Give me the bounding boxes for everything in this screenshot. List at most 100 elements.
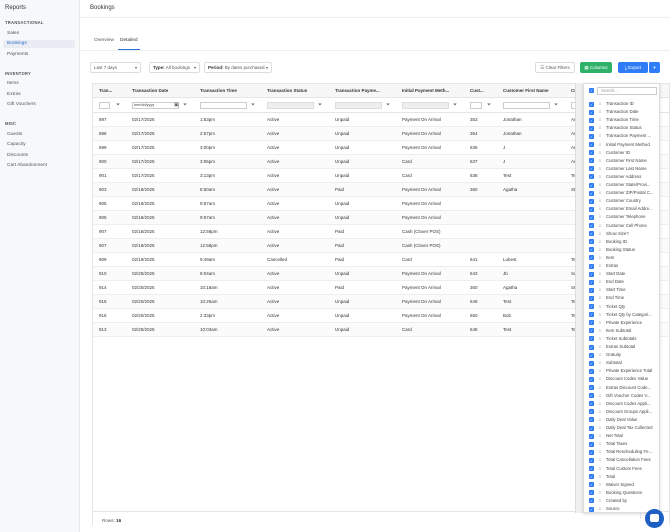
column-checkbox[interactable]: ✓ [589,231,594,237]
drag-handle-icon[interactable]: ≡ [598,376,602,382]
column-checkbox[interactable]: ✓ [589,255,594,261]
column-toggle-item[interactable]: ✓ ≡ Daily Deal Value [584,416,661,424]
filter-icon[interactable]: ⏷ [318,102,323,108]
drag-handle-icon[interactable]: ≡ [598,279,602,285]
column-checkbox[interactable]: ✓ [589,457,594,463]
column-toggle-item[interactable]: ✓ ≡ Net Total [584,432,661,440]
filter-input-customer-id[interactable] [470,102,482,109]
filter-icon[interactable]: ⏷ [183,102,188,108]
drag-handle-icon[interactable]: ≡ [598,497,602,503]
column-checkbox[interactable]: ✓ [589,133,594,139]
drag-handle-icon[interactable]: ≡ [598,408,602,414]
column-checkbox[interactable]: ✓ [589,482,594,488]
column-checkbox[interactable]: ✓ [589,417,594,423]
table-row[interactable]: 90002/17/20253:06pmActiveUnpaidCard637JA… [93,155,669,169]
drag-handle-icon[interactable]: ≡ [598,368,602,374]
column-checkbox[interactable]: ✓ [589,174,594,180]
drag-handle-icon[interactable]: ≡ [598,198,602,204]
filter-icon[interactable]: ⏷ [487,102,492,108]
drag-handle-icon[interactable]: ≡ [598,384,602,390]
column-toggle-item[interactable]: ✓ ≡ End Time [584,294,661,302]
column-checkbox[interactable]: ✓ [589,474,594,480]
column-checkbox[interactable]: ✓ [589,117,594,123]
column-toggle-item[interactable]: ✓ ≡ Item [584,254,661,262]
column-toggle-item[interactable]: ✓ ≡ Booking Status [584,246,661,254]
drag-handle-icon[interactable]: ≡ [598,392,602,398]
column-checkbox[interactable]: ✓ [589,166,594,172]
column-toggle-item[interactable]: ✓ ≡ Transaction Date [584,108,661,116]
drag-handle-icon[interactable]: ≡ [598,473,602,479]
column-toggle-item[interactable]: ✓ ≡ Transaction Status [584,124,661,132]
column-checkbox[interactable]: ✓ [589,336,594,342]
column-toggle-item[interactable]: ✓ ≡ Extras Discount Code... [584,384,661,392]
column-checkbox[interactable]: ✓ [589,409,594,415]
column-checkbox[interactable]: ✓ [589,263,594,269]
column-toggle-item[interactable]: ✓ ≡ Subtotal [584,359,661,367]
drag-handle-icon[interactable]: ≡ [598,489,602,495]
sidebar-item-gift-vouchers[interactable]: Gift Vouchers [7,102,36,107]
drag-handle-icon[interactable]: ≡ [598,125,602,131]
table-row[interactable]: 915 02/20/2025 10:25am Active Unpaid Payment … [93,295,669,309]
column-checkbox[interactable]: ✓ [589,295,594,301]
column-toggle-item[interactable]: ✓ ≡ End Date [584,278,661,286]
column-toggle-item[interactable]: ✓ ≡ Item Subtotal [584,327,661,335]
sidebar-item-capacity[interactable]: Capacity [7,142,26,147]
column-checkbox[interactable]: ✓ [589,320,594,326]
drag-handle-icon[interactable]: ≡ [598,416,602,422]
column-header-transaction-date[interactable]: Transaction Date [132,88,169,93]
sidebar-item-sales[interactable]: Sales [7,31,19,36]
column-toggle-item[interactable]: ✓ ≡ Customer Email Addre... [584,205,661,213]
drag-handle-icon[interactable]: ≡ [598,254,602,260]
column-toggle-item[interactable]: ✓ ≡ Discount Groups Appli... [584,408,661,416]
column-checkbox[interactable]: ✓ [589,441,594,447]
column-toggle-item[interactable]: ✓ ≡ Private Experience [584,319,661,327]
column-toggle-item[interactable]: ✓ ≡ Customer State/Provi... [584,181,661,189]
column-checkbox[interactable]: ✓ [589,449,594,455]
tab-detailed[interactable]: Detailed [120,38,138,43]
column-checkbox[interactable]: ✓ [589,328,594,334]
filter-input-customer-first-name[interactable] [503,102,550,109]
column-checkbox[interactable]: ✓ [589,490,594,496]
drag-handle-icon[interactable]: ≡ [598,506,602,511]
drag-handle-icon[interactable]: ≡ [598,149,602,155]
column-checkbox[interactable]: ✓ [589,158,594,164]
column-toggle-item[interactable]: ✓ ≡ Customer Cell Phone [584,222,661,230]
column-toggle-item[interactable]: ✓ ≡ Daily Deal Tax Collected [584,424,661,432]
column-toggle-item[interactable]: ✓ ≡ Customer Telephone [584,213,661,221]
column-header-transaction-payment[interactable]: Transaction Payme... [335,88,380,93]
drag-handle-icon[interactable]: ≡ [598,190,602,196]
drag-handle-icon[interactable]: ≡ [598,319,602,325]
column-checkbox[interactable]: ✓ [589,109,594,115]
column-checkbox[interactable]: ✓ [589,344,594,350]
column-checkbox[interactable]: ✓ [589,206,594,212]
column-toggle-item[interactable]: ✓ ≡ Discount Codes Appli... [584,400,661,408]
column-toggle-item[interactable]: ✓ ≡ Created by [584,497,661,505]
drag-handle-icon[interactable]: ≡ [598,344,602,349]
column-toggle-item[interactable]: ✓ ≡ Waiver Signed [584,481,661,489]
sidebar-item-payments[interactable]: Payments [7,52,29,57]
column-toggle-item[interactable]: ✓ ≡ Extras [584,262,661,270]
column-toggle-item[interactable]: ✓ ≡ Customer First Name [584,157,661,165]
column-search-input[interactable]: Search... [597,87,657,95]
clear-filters-button[interactable]: ☰ Clear Filters [535,62,575,73]
booking-type-select[interactable]: Type: All bookings ▾ [149,62,200,73]
column-toggle-item[interactable]: ✓ ≡ Total Taxes [584,440,661,448]
column-checkbox[interactable]: ✓ [589,271,594,277]
column-toggle-item[interactable]: ✓ ≡ Customer ZIP/Postal C... [584,189,661,197]
column-checkbox[interactable]: ✓ [589,125,594,131]
filter-icon[interactable]: ⏷ [453,102,458,108]
drag-handle-icon[interactable]: ≡ [598,222,602,228]
column-checkbox[interactable]: ✓ [589,385,594,390]
sidebar-item-guests[interactable]: Guests [7,132,23,137]
column-checkbox[interactable]: ✓ [589,393,594,399]
column-toggle-item[interactable]: ✓ ≡ Discount Codes Value [584,375,661,383]
columns-button[interactable]: ▦ Columns [580,62,612,73]
column-toggle-item[interactable]: ✓ ≡ Booking Questions [584,489,661,497]
sidebar-item-cart-abandonment[interactable]: Cart Abandonment [7,163,48,168]
drag-handle-icon[interactable]: ≡ [598,327,602,333]
drag-handle-icon[interactable]: ≡ [598,182,602,187]
column-checkbox[interactable]: ✓ [589,401,594,407]
sidebar-item-bookings[interactable]: Bookings [3,40,75,48]
column-checkbox[interactable]: ✓ [589,352,594,358]
column-checkbox[interactable]: ✓ [589,506,594,512]
